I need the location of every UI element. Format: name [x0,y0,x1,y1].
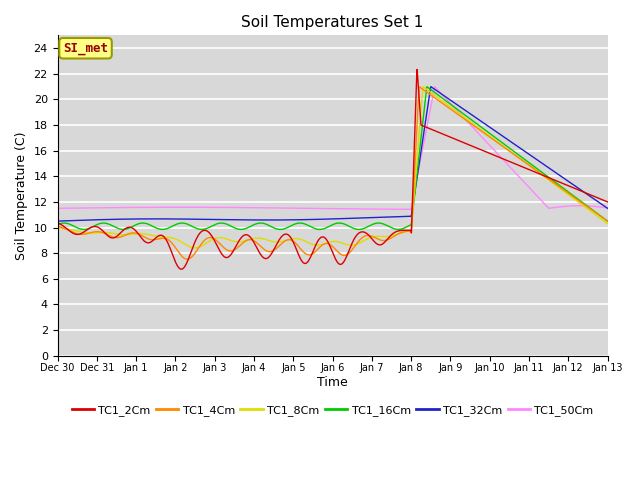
TC1_8Cm [307,241,314,247]
TC1_2Cm [307,254,314,260]
TC1_4Cm [82,231,90,237]
TC1_2Cm [413,67,421,72]
Line: TC1_32Cm: TC1_32Cm [58,87,607,221]
TC1_32Cm [427,84,435,90]
TC1_2Cm [177,266,185,272]
Title: Soil Temperatures Set 1: Soil Temperatures Set 1 [241,15,424,30]
TC1_16Cm [588,207,596,213]
TC1_16Cm [604,218,611,224]
TC1_2Cm [321,235,329,241]
TC1_16Cm [307,224,314,229]
TC1_8Cm [588,209,596,215]
X-axis label: Time: Time [317,376,348,389]
TC1_50Cm [82,205,90,211]
TC1_8Cm [82,230,90,236]
TC1_50Cm [604,205,611,211]
TC1_2Cm [588,192,596,198]
Legend: TC1_2Cm, TC1_4Cm, TC1_8Cm, TC1_16Cm, TC1_32Cm, TC1_50Cm: TC1_2Cm, TC1_4Cm, TC1_8Cm, TC1_16Cm, TC1… [67,401,598,420]
TC1_4Cm [415,84,423,90]
TC1_2Cm [82,228,90,234]
Line: TC1_50Cm: TC1_50Cm [58,87,607,209]
TC1_16Cm [54,222,61,228]
TC1_32Cm [307,216,314,222]
TC1_2Cm [588,192,596,198]
TC1_2Cm [604,199,611,205]
TC1_2Cm [487,151,495,157]
TC1_8Cm [191,245,198,251]
Line: TC1_4Cm: TC1_4Cm [58,87,607,259]
TC1_50Cm [321,206,329,212]
TC1_16Cm [321,226,329,231]
TC1_32Cm [321,216,329,222]
TC1_16Cm [423,84,431,90]
TC1_16Cm [394,227,402,232]
TC1_8Cm [604,221,611,227]
TC1_8Cm [321,240,329,246]
TC1_4Cm [54,223,61,229]
TC1_4Cm [487,135,495,141]
TC1_4Cm [183,256,191,262]
TC1_8Cm [419,84,427,89]
TC1_4Cm [604,218,611,224]
TC1_4Cm [588,207,596,213]
TC1_50Cm [588,204,596,209]
TC1_50Cm [588,204,596,209]
TC1_32Cm [82,217,90,223]
Line: TC1_8Cm: TC1_8Cm [58,86,607,248]
TC1_50Cm [307,205,314,211]
TC1_4Cm [307,252,314,258]
TC1_32Cm [487,125,495,131]
TC1_50Cm [487,144,495,150]
TC1_4Cm [588,207,596,213]
TC1_4Cm [321,240,329,246]
Text: SI_met: SI_met [63,42,108,55]
Y-axis label: Soil Temperature (C): Soil Temperature (C) [15,131,28,260]
Line: TC1_16Cm: TC1_16Cm [58,87,607,229]
TC1_16Cm [487,132,495,137]
TC1_16Cm [588,206,596,212]
TC1_32Cm [604,205,611,211]
TC1_32Cm [54,218,61,224]
TC1_50Cm [54,205,61,211]
TC1_8Cm [588,209,596,215]
TC1_50Cm [407,206,415,212]
TC1_16Cm [82,227,90,232]
TC1_50Cm [431,84,438,90]
TC1_32Cm [588,194,596,200]
Line: TC1_2Cm: TC1_2Cm [58,70,607,269]
TC1_8Cm [54,225,61,231]
TC1_32Cm [588,194,595,200]
TC1_8Cm [487,134,495,140]
TC1_2Cm [54,220,61,226]
